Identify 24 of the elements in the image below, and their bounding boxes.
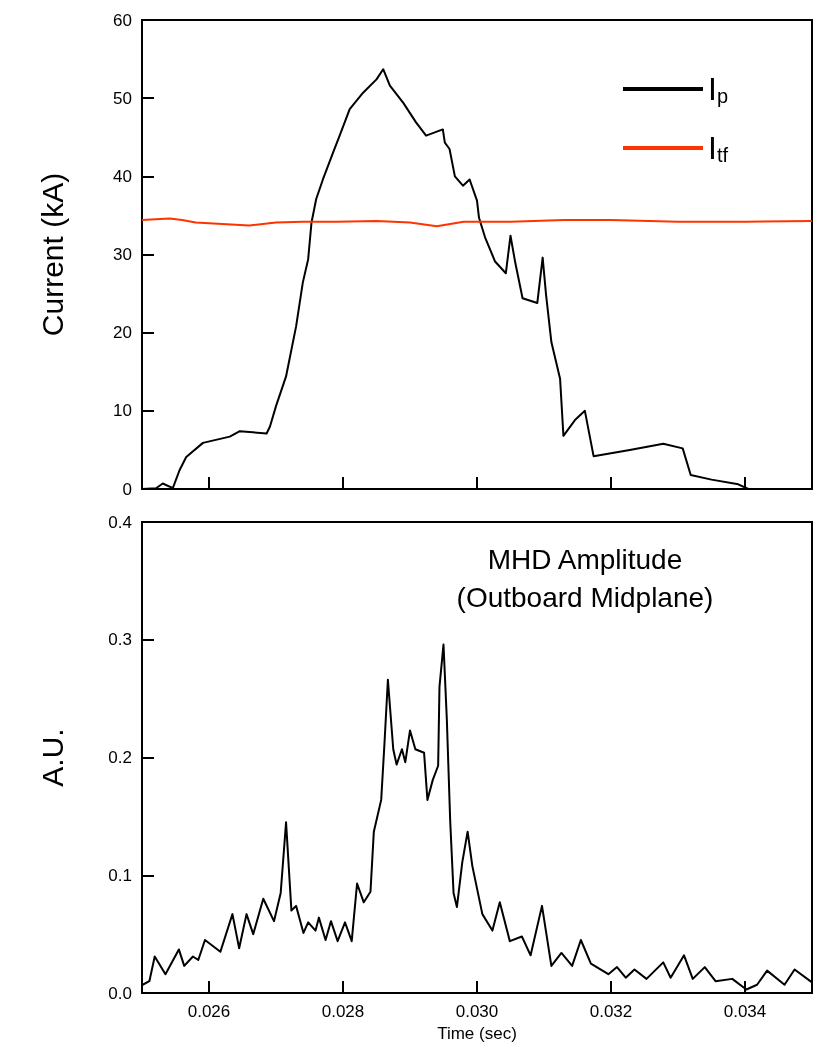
x-tick-label: 0.026 <box>187 1002 231 1021</box>
y-tick-label: 50 <box>113 88 132 108</box>
y-axis-title: A.U. <box>35 728 69 787</box>
y-tick-label: 20 <box>113 323 132 343</box>
y-tick-label: 10 <box>113 401 132 421</box>
y-tick-label: 30 <box>113 245 132 264</box>
legend-label: Ip <box>707 71 728 107</box>
x-axis-title: Time (sec) <box>437 1024 517 1043</box>
line-series <box>141 217 813 228</box>
text: MHD Amplitude (Outboard Midplane) <box>456 543 714 613</box>
y-tick-label: 0.2 <box>108 748 132 767</box>
y-tick-label: 0 <box>122 479 132 499</box>
y-tick-label: 0.3 <box>108 630 132 650</box>
y-tick-label: 0.4 <box>108 512 132 532</box>
y-tick-label: 40 <box>113 166 132 186</box>
x-tick-label: 0.034 <box>723 1002 767 1021</box>
y-tick-label: 60 <box>113 10 132 30</box>
y-tick-label: 0.1 <box>108 865 132 885</box>
legend-label: Itf <box>707 130 729 166</box>
x-tick-label: 0.028 <box>321 1002 365 1021</box>
x-tick-label: 0.032 <box>589 1002 633 1021</box>
y-axis-title: Current (kA) <box>35 172 69 337</box>
x-tick-label: 0.030 <box>455 1002 499 1021</box>
y-tick-label: 0.0 <box>108 983 132 1003</box>
